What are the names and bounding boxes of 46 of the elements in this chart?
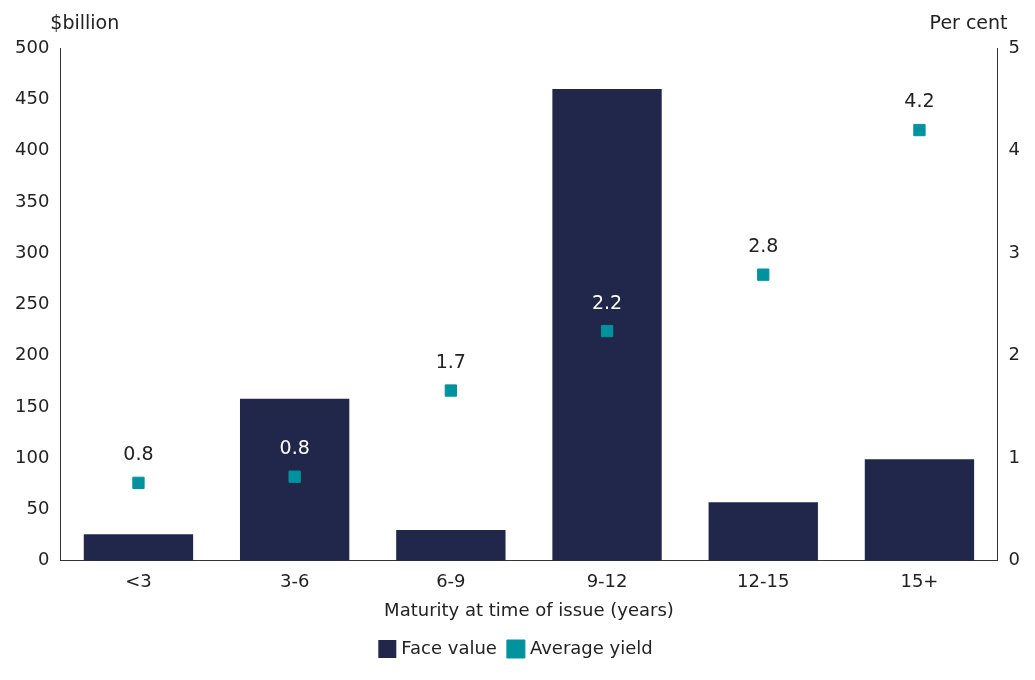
- x-axis-title: Maturity at time of issue (years): [384, 598, 674, 620]
- point: [132, 476, 145, 490]
- x-tick-label: 9-12: [586, 570, 628, 592]
- y2-tick-label: 4: [1008, 138, 1020, 160]
- x-tick-label: 6-9: [436, 570, 466, 592]
- bar: [552, 89, 662, 561]
- data-label: 4.2: [904, 89, 935, 112]
- point: [288, 470, 301, 483]
- y2-axis-title: Per cent: [929, 11, 1008, 34]
- y2-tick-label: 0: [1008, 548, 1020, 570]
- y-tick-label: 300: [15, 240, 50, 262]
- bar: [708, 502, 818, 561]
- y2-tick-label: 5: [1008, 35, 1020, 57]
- data-label: 0.8: [123, 442, 154, 465]
- y2-tick-label: 2: [1008, 343, 1020, 365]
- point: [444, 384, 458, 397]
- y-tick-label: 100: [15, 445, 50, 467]
- x-tick-label: <3: [125, 570, 152, 592]
- y-tick-label: 50: [26, 497, 50, 519]
- y2-tick-label: 1: [1008, 445, 1020, 467]
- y-tick-label: 350: [15, 189, 50, 211]
- data-label: 0.8: [279, 436, 310, 459]
- data-label: 1.7: [435, 349, 466, 372]
- y-tick-label: 150: [15, 394, 50, 416]
- y-tick-label: 450: [15, 86, 50, 108]
- point: [757, 268, 770, 281]
- x-tick-label: 15+: [900, 570, 939, 592]
- bar: [864, 459, 975, 561]
- point: [913, 123, 926, 137]
- data-label: 2.2: [591, 290, 623, 313]
- y-axis-title: $billion: [50, 11, 120, 34]
- legend-label: Face value: [401, 636, 497, 658]
- legend-label: Average yield: [529, 636, 653, 658]
- data-label: 2.8: [748, 234, 779, 257]
- bar: [239, 398, 350, 561]
- bar: [396, 530, 506, 561]
- bar: [83, 534, 194, 561]
- y-tick-label: 400: [15, 138, 50, 160]
- y-tick-label: 200: [15, 343, 50, 365]
- y-tick-label: 250: [15, 292, 50, 314]
- y-tick-label: 500: [15, 35, 50, 57]
- x-tick-label: 12-15: [737, 570, 790, 592]
- point: [600, 324, 614, 338]
- y2-tick-label: 3: [1008, 240, 1020, 262]
- x-tick-label: 3-6: [279, 570, 310, 592]
- y-tick-label: 0: [37, 548, 50, 570]
